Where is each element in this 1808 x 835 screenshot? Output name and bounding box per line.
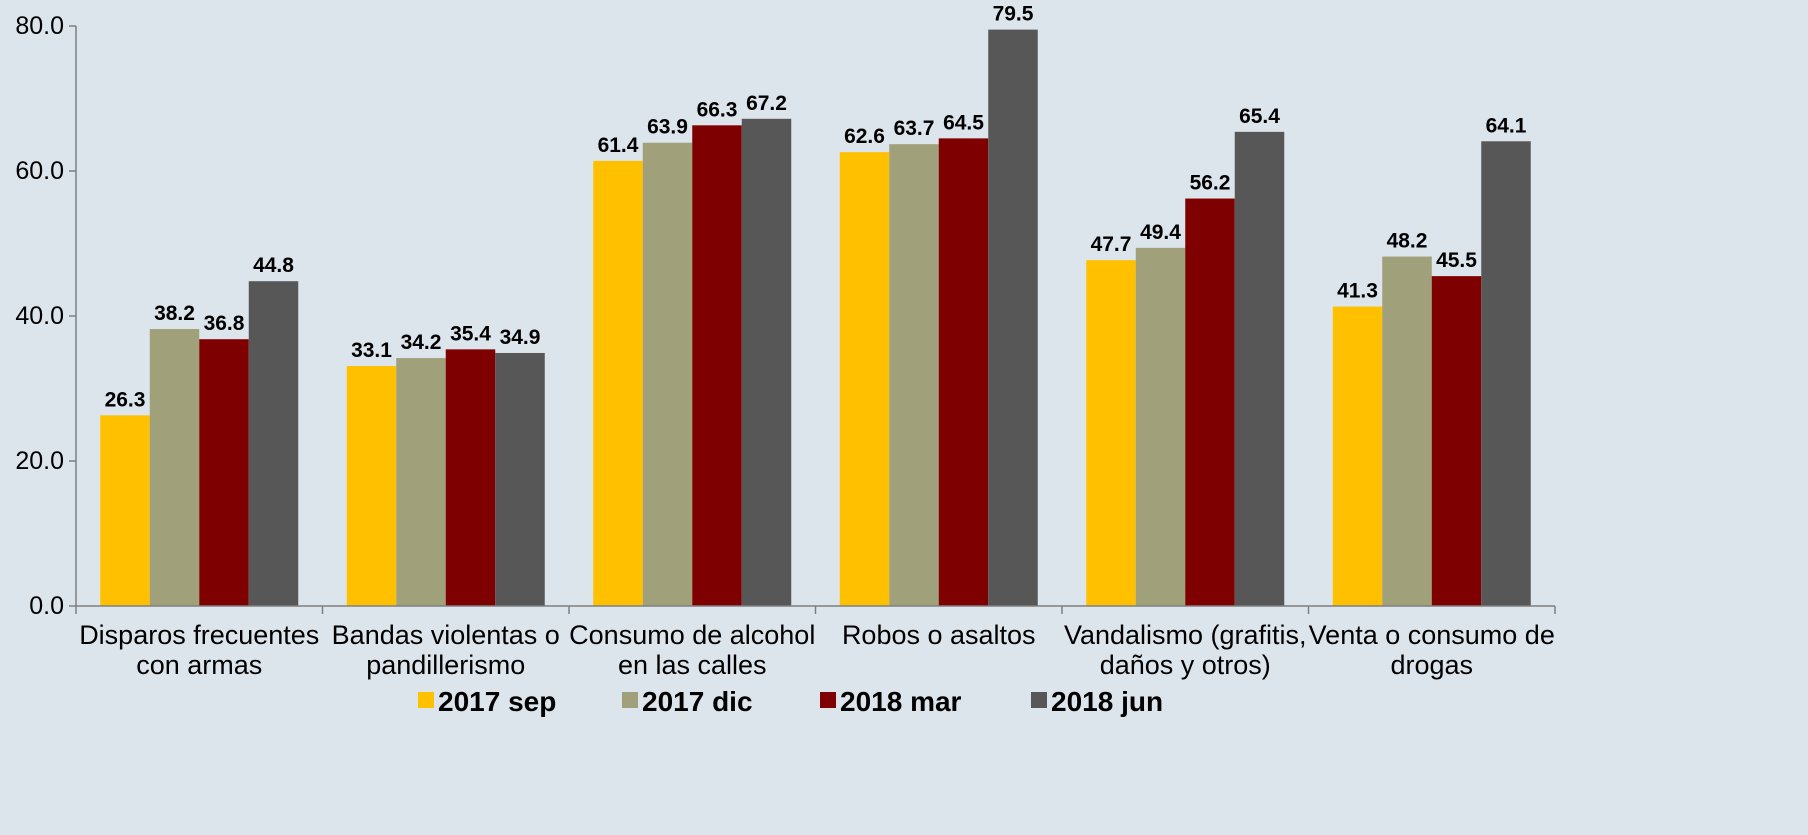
bar (1234, 131, 1285, 606)
bar (1135, 247, 1186, 606)
bar (593, 160, 643, 606)
legend-swatch (622, 692, 638, 708)
data-label: 56.2 (1190, 172, 1231, 195)
data-label: 48.2 (1387, 230, 1428, 253)
bar (889, 144, 939, 607)
bars-group (100, 29, 1531, 607)
bar (396, 358, 446, 606)
data-label: 45.5 (1436, 249, 1477, 272)
bar (839, 152, 890, 606)
data-label: 63.9 (647, 116, 688, 139)
data-label: 34.9 (500, 326, 541, 349)
category-label: Vandalismo (grafitis, (1064, 620, 1307, 650)
bar (741, 118, 792, 607)
bar (1332, 306, 1383, 606)
bar (495, 352, 545, 606)
bar (149, 329, 200, 606)
data-label: 63.7 (894, 117, 935, 140)
data-label: 38.2 (154, 302, 195, 325)
category-label: pandillerismo (366, 650, 525, 680)
category-label: Bandas violentas o (332, 620, 560, 650)
bar (642, 142, 693, 606)
category-label: daños y otros) (1100, 650, 1271, 680)
bar (1185, 198, 1235, 607)
bar (1481, 141, 1531, 606)
data-label: 34.2 (401, 331, 442, 354)
data-label: 67.2 (746, 92, 787, 115)
data-label: 26.3 (105, 388, 146, 411)
y-tick-label: 60.0 (15, 157, 64, 185)
legend-swatch (820, 692, 836, 708)
data-label: 47.7 (1091, 233, 1132, 256)
bar (445, 349, 496, 606)
category-label: drogas (1390, 650, 1473, 680)
bar (1382, 256, 1432, 606)
data-label: 33.1 (351, 339, 392, 362)
y-axis: 0.0 20.0 40.0 60.0 80.0 (15, 12, 77, 620)
data-label: 61.4 (598, 134, 639, 157)
category-label: Robos o asaltos (842, 620, 1036, 650)
legend-swatch (418, 692, 434, 708)
legend-label: 2017 dic (642, 686, 753, 717)
bar (1086, 260, 1136, 606)
y-tick-label: 20.0 (15, 447, 64, 475)
category-label: Venta o consumo de (1309, 620, 1555, 650)
bar (1431, 276, 1482, 606)
data-label: 64.5 (943, 111, 984, 134)
bar (988, 29, 1038, 606)
bar (248, 281, 299, 606)
bar (100, 415, 150, 606)
category-label: Disparos frecuentes (79, 620, 319, 650)
y-tick-label: 0.0 (29, 592, 64, 620)
data-label: 49.4 (1140, 221, 1181, 244)
bar (692, 125, 742, 606)
bar (199, 339, 249, 606)
data-labels-group: 26.3 38.2 36.8 44.8 33.1 34.2 35.4 34.9 61.4 63.9… (105, 3, 1527, 412)
data-label: 64.1 (1486, 114, 1527, 137)
category-label: con armas (136, 650, 262, 680)
data-label: 41.3 (1337, 280, 1378, 303)
data-label: 79.5 (993, 3, 1034, 26)
data-label: 44.8 (253, 254, 294, 277)
category-label: Consumo de alcohol (569, 620, 815, 650)
legend: 2017 sep 2017 dic 2018 mar 2018 jun (418, 686, 1163, 717)
data-label: 65.4 (1239, 105, 1280, 128)
data-label: 62.6 (844, 125, 885, 148)
data-label: 35.4 (450, 322, 491, 345)
bar (346, 366, 397, 606)
legend-label: 2017 sep (438, 686, 556, 717)
legend-swatch (1031, 692, 1047, 708)
legend-label: 2018 jun (1051, 686, 1163, 717)
bar (938, 138, 989, 606)
y-tick-label: 80.0 (15, 12, 64, 40)
data-label: 36.8 (204, 312, 245, 335)
data-label: 66.3 (697, 98, 738, 121)
category-label: en las calles (618, 650, 767, 680)
y-tick-label: 40.0 (15, 302, 64, 330)
legend-label: 2018 mar (840, 686, 962, 717)
